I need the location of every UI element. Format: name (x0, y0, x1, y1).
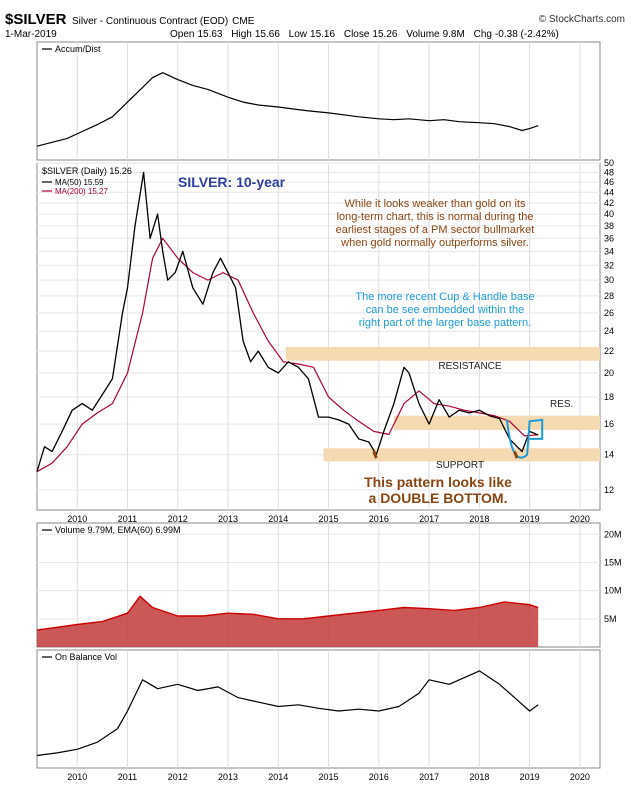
svg-text:a DOUBLE BOTTOM.: a DOUBLE BOTTOM. (369, 490, 508, 506)
svg-text:MA(200) 15.27: MA(200) 15.27 (55, 187, 108, 196)
accum-dist-layer (36, 72, 539, 147)
price-tick-label-20: 20 (604, 368, 614, 378)
obv-x-tick-2015: 2015 (319, 772, 339, 782)
resistance-label: RESISTANCE (438, 361, 501, 372)
obv-x-tick-2020: 2020 (570, 772, 590, 782)
volume-tick-label-5M: 5M (604, 614, 617, 624)
obv-layer (36, 670, 539, 757)
accum-dist-line (36, 72, 539, 147)
svg-text:MA(50) 15.59: MA(50) 15.59 (55, 178, 104, 187)
price-tick-label-34: 34 (604, 246, 614, 256)
price-tick-label-16: 16 (604, 419, 614, 429)
price-x-tick-2018: 2018 (469, 514, 489, 524)
cup-handle-outline (506, 418, 544, 459)
svg-text:when gold normally outperforms: when gold normally outperforms silver. (340, 237, 529, 249)
source-credit: © StockCharts.com (539, 14, 625, 25)
double-bottom-marker-1 (372, 450, 378, 459)
obv-x-tick-2012: 2012 (168, 772, 188, 782)
svg-text:right part of the larger base: right part of the larger base pattern. (359, 317, 531, 329)
obv-x-tick-2018: 2018 (469, 772, 489, 782)
annotation-cup-handle: The more recent Cup & Handle base can be… (355, 291, 534, 329)
double-bottom-marker-2 (513, 450, 519, 459)
price-tick-label-42: 42 (604, 198, 614, 208)
volume-legend: Volume 9.79M, EMA(60) 6.99M (42, 525, 181, 535)
volume-layer (36, 595, 539, 647)
price-x-tick-2020: 2020 (570, 514, 590, 524)
price-x-tick-2017: 2017 (419, 514, 439, 524)
volume-ema-line (36, 595, 539, 631)
date-label: 1-Mar-2019 (5, 29, 57, 40)
obv-legend: On Balance Vol (42, 652, 117, 662)
price-tick-label-28: 28 (604, 291, 614, 301)
price-tick-label-22: 22 (604, 346, 614, 356)
svg-text:Accum/Dist: Accum/Dist (55, 44, 101, 54)
res-label: RES. (550, 399, 573, 410)
price-tick-label-24: 24 (604, 326, 614, 336)
price-legend: $SILVER (Daily) 15.26 MA(50) 15.59 MA(20… (42, 166, 132, 196)
price-tick-label-48: 48 (604, 167, 614, 177)
price-tick-label-50: 50 (604, 158, 614, 168)
price-x-tick-2015: 2015 (319, 514, 339, 524)
price-x-tick-2014: 2014 (268, 514, 288, 524)
price-x-tick-2010: 2010 (67, 514, 87, 524)
price-tick-label-44: 44 (604, 187, 614, 197)
accum-dist-panel (36, 41, 601, 161)
obv-x-tick-2019: 2019 (520, 772, 540, 782)
price-layer (36, 171, 544, 473)
price-x-tick-2019: 2019 (520, 514, 540, 524)
band-layer (285, 347, 600, 462)
obv-panel (36, 649, 601, 769)
price-tick-label-40: 40 (604, 209, 614, 219)
chart-annotation-title: SILVER: 10-year (178, 174, 286, 190)
price-tick-label-26: 26 (604, 308, 614, 318)
svg-text:long-term chart, this is norma: long-term chart, this is normal during t… (337, 211, 534, 223)
annotation-weaker-than-gold: While it looks weaker than gold on its l… (336, 198, 535, 249)
grid-layer (37, 42, 600, 768)
accum-dist-legend: Accum/Dist (42, 44, 101, 54)
volume-tick-label-20M: 20M (604, 529, 622, 539)
ohlc-readout: Open 15.63 High 15.66 Low 15.16 Close 15.26 … (170, 29, 559, 40)
axis-layer: 5048464442403836343230282624222018161412… (67, 158, 621, 782)
annotation-double-bottom: This pattern looks like a DOUBLE BOTTOM. (364, 474, 512, 506)
price-tick-label-12: 12 (604, 485, 614, 495)
svg-text:This pattern looks like: This pattern looks like (364, 474, 512, 490)
svg-text:Volume 9.79M, EMA(60) 6.99M: Volume 9.79M, EMA(60) 6.99M (55, 525, 181, 535)
price-x-tick-2016: 2016 (369, 514, 389, 524)
svg-text:$SILVER (Daily) 15.26: $SILVER (Daily) 15.26 (42, 166, 132, 176)
resistance-band (285, 347, 600, 361)
svg-text:earliest stages of a PM sector: earliest stages of a PM sector bullmarke… (336, 224, 535, 236)
obv-x-tick-2010: 2010 (67, 772, 87, 782)
support-label: SUPPORT (436, 460, 484, 471)
price-tick-label-14: 14 (604, 450, 614, 460)
obv-x-tick-2017: 2017 (419, 772, 439, 782)
symbol-description: Silver - Continuous Contract (EOD) CME (72, 16, 255, 27)
volume-tick-label-10M: 10M (604, 586, 622, 596)
price-tick-label-30: 30 (604, 275, 614, 285)
res-band (393, 415, 600, 430)
ma200-line (36, 237, 539, 473)
price-x-tick-2013: 2013 (218, 514, 238, 524)
svg-text:On Balance Vol: On Balance Vol (55, 652, 117, 662)
obv-line (36, 670, 539, 757)
volume-area (37, 596, 539, 647)
obv-x-tick-2014: 2014 (268, 772, 288, 782)
support-band (323, 448, 600, 462)
price-x-tick-2012: 2012 (168, 514, 188, 524)
price-x-tick-2011: 2011 (118, 514, 137, 524)
volume-tick-label-15M: 15M (604, 557, 622, 567)
svg-text:While it looks weaker than gol: While it looks weaker than gold on its (345, 198, 526, 210)
price-tick-label-46: 46 (604, 177, 614, 187)
price-tick-label-32: 32 (604, 260, 614, 270)
symbol-title: $SILVER (5, 11, 67, 28)
price-line (36, 171, 539, 472)
obv-x-tick-2011: 2011 (118, 772, 137, 782)
obv-x-tick-2013: 2013 (218, 772, 238, 782)
price-tick-label-18: 18 (604, 392, 614, 402)
svg-text:can be see embedded within the: can be see embedded within the (366, 304, 524, 316)
obv-x-tick-2016: 2016 (369, 772, 389, 782)
price-tick-label-36: 36 (604, 233, 614, 243)
price-tick-label-38: 38 (604, 221, 614, 231)
svg-text:The more recent Cup & Handle b: The more recent Cup & Handle base (355, 291, 534, 303)
